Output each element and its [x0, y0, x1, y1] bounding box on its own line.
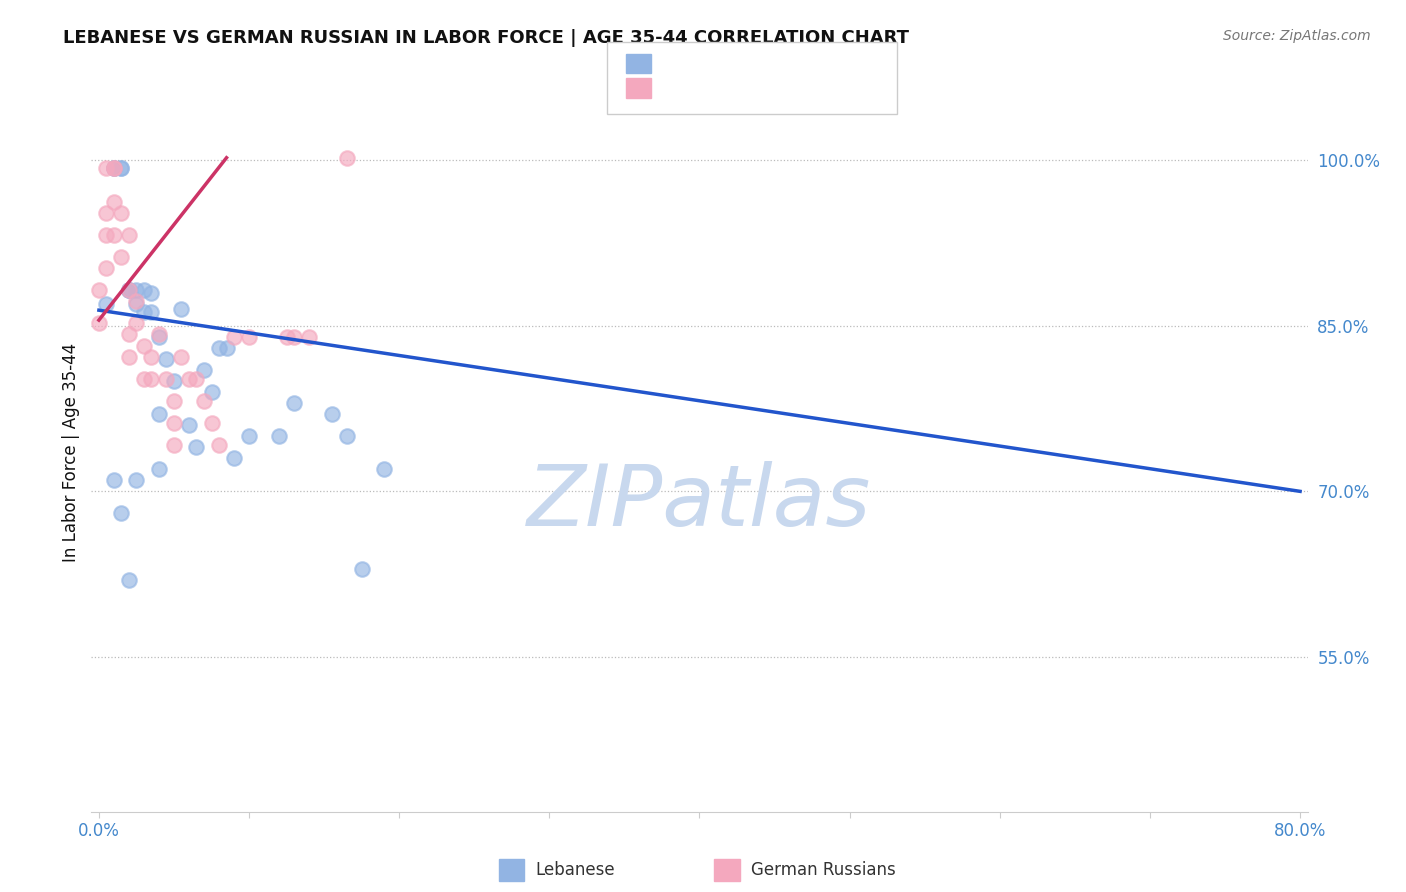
Point	[276, 329, 298, 343]
Point	[186, 440, 208, 454]
Point	[200, 384, 222, 399]
Point	[148, 407, 170, 421]
Point	[96, 261, 118, 276]
Point	[103, 473, 125, 487]
Point	[118, 327, 141, 342]
Point	[170, 301, 193, 317]
Point	[118, 283, 141, 297]
Point	[110, 507, 132, 521]
Point	[141, 285, 163, 300]
Point	[222, 451, 245, 466]
Y-axis label: In Labor Force | Age 35-44: In Labor Force | Age 35-44	[62, 343, 80, 562]
Point	[118, 283, 141, 297]
Point	[96, 161, 118, 175]
Point	[118, 573, 141, 587]
Point	[148, 462, 170, 476]
Point	[103, 161, 125, 175]
Point	[200, 416, 222, 430]
Point	[215, 341, 238, 355]
Point	[96, 228, 118, 243]
Point	[283, 396, 305, 410]
Point	[321, 407, 343, 421]
Point	[186, 372, 208, 386]
Text: German Russians: German Russians	[751, 861, 896, 879]
Point	[350, 562, 373, 576]
Point	[103, 228, 125, 243]
Point	[163, 374, 186, 388]
Point	[141, 350, 163, 364]
Point	[283, 329, 305, 343]
Point	[96, 206, 118, 220]
Point	[96, 296, 118, 310]
Point	[238, 429, 260, 443]
Point	[87, 283, 110, 297]
Point	[148, 327, 170, 342]
Point	[193, 363, 215, 377]
Point	[125, 296, 148, 310]
Point	[177, 372, 200, 386]
Text: N = 38: N = 38	[768, 56, 825, 74]
Text: N = 39: N = 39	[768, 81, 825, 99]
Point	[373, 462, 395, 476]
Point	[132, 338, 155, 352]
Text: LEBANESE VS GERMAN RUSSIAN IN LABOR FORCE | AGE 35-44 CORRELATION CHART: LEBANESE VS GERMAN RUSSIAN IN LABOR FORC…	[63, 29, 910, 47]
Point	[110, 206, 132, 220]
Point	[141, 305, 163, 319]
Point	[208, 438, 231, 452]
Point	[336, 429, 359, 443]
Point	[163, 438, 186, 452]
Point	[110, 161, 132, 175]
Point	[132, 305, 155, 319]
Point	[163, 393, 186, 408]
Point	[155, 351, 177, 366]
Point	[103, 194, 125, 209]
Point	[208, 341, 231, 355]
Point	[177, 418, 200, 433]
Point	[103, 161, 125, 175]
Point	[141, 372, 163, 386]
Point	[267, 429, 290, 443]
Point	[132, 283, 155, 297]
Text: R = -0.110: R = -0.110	[662, 56, 752, 74]
Point	[125, 317, 148, 331]
Point	[118, 283, 141, 297]
Point	[125, 283, 148, 297]
Point	[118, 283, 141, 297]
Point	[170, 350, 193, 364]
Point	[125, 473, 148, 487]
Point	[148, 329, 170, 343]
Point	[163, 416, 186, 430]
Point	[336, 151, 359, 165]
Point	[155, 372, 177, 386]
Text: R = 0.254: R = 0.254	[662, 81, 745, 99]
Point	[103, 161, 125, 175]
Point	[110, 161, 132, 175]
Point	[110, 250, 132, 264]
Point	[193, 393, 215, 408]
Point	[118, 228, 141, 243]
Point	[132, 372, 155, 386]
Point	[103, 161, 125, 175]
Text: Source: ZipAtlas.com: Source: ZipAtlas.com	[1223, 29, 1371, 44]
Point	[222, 329, 245, 343]
Point	[238, 329, 260, 343]
Point	[125, 294, 148, 309]
Point	[87, 317, 110, 331]
Point	[118, 350, 141, 364]
Text: Lebanese: Lebanese	[536, 861, 616, 879]
Text: ZIPatlas: ZIPatlas	[527, 461, 872, 544]
Point	[298, 329, 321, 343]
